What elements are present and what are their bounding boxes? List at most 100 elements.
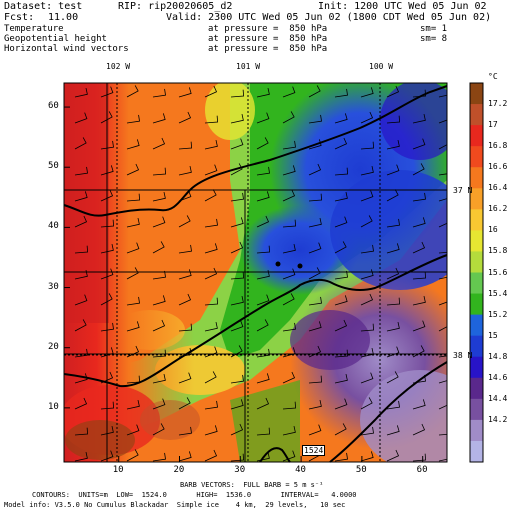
- colorbar-label: 16.6: [488, 162, 508, 172]
- colorbar-swatch: [470, 146, 483, 168]
- station-dot: [275, 261, 281, 267]
- colorbar-swatch: [470, 377, 483, 400]
- wind-barb: [308, 139, 322, 150]
- wind-barb: [74, 215, 88, 228]
- wind-barb: [360, 451, 374, 462]
- wind-barb: [282, 86, 296, 98]
- colorbar-swatch: [470, 335, 483, 358]
- wind-barb: [126, 85, 139, 98]
- colorbar-label: 15.2: [488, 309, 508, 319]
- colorbar-swatch: [470, 209, 483, 231]
- wind-barb: [282, 371, 296, 384]
- wind-barb: [126, 321, 140, 332]
- wind-barb: [256, 88, 270, 98]
- wind-barb: [334, 216, 348, 228]
- wind-barb: [74, 452, 88, 462]
- wind-barb: [308, 218, 322, 228]
- x-tick-label: 50: [355, 465, 367, 475]
- wind-barb: [230, 114, 244, 124]
- field-name-0: Temperature: [4, 24, 64, 34]
- wind-barb: [386, 322, 400, 332]
- wind-barb: [230, 241, 244, 254]
- wind-barb: [204, 140, 218, 150]
- valid-label: Valid: 2300 UTC Wed 05 Jun 02 (1800 CDT …: [166, 12, 492, 23]
- y-tick-label: 20: [48, 341, 59, 352]
- wind-barb: [152, 423, 165, 436]
- wind-barb: [152, 137, 166, 150]
- colorbar: [469, 82, 484, 463]
- wind-barb: [360, 293, 374, 306]
- y-tick-label: 60: [48, 101, 59, 112]
- wind-barb: [230, 296, 244, 306]
- wind-barb: [152, 452, 166, 462]
- x-tick-label: 10: [112, 465, 124, 475]
- wind-barb: [308, 321, 322, 332]
- axis-ticks: [64, 106, 424, 462]
- wind-barb: [438, 452, 447, 462]
- wind-barb: [438, 88, 447, 98]
- wind-barb: [360, 426, 374, 436]
- wind-barb: [100, 268, 114, 280]
- wind-barb: [282, 401, 297, 410]
- wind-barb: [334, 241, 347, 254]
- barb-info: BARB VECTORS: FULL BARB = 5 m s⁻¹: [180, 481, 324, 489]
- wind-barb: [152, 192, 166, 202]
- wind-barb: [360, 397, 373, 410]
- wind-barb: [256, 191, 270, 202]
- colorbar-label: 15.8: [488, 246, 508, 256]
- wind-barb: [308, 424, 322, 436]
- y-tick-label: 40: [48, 221, 59, 232]
- colorbar-label: 16.2: [488, 204, 508, 214]
- wind-barb: [152, 241, 165, 254]
- wind-barb: [178, 323, 193, 332]
- field-level-2: at pressure = 850 hPa: [208, 44, 328, 54]
- wind-barb: [282, 219, 297, 228]
- wind-barb: [74, 397, 88, 410]
- lon-label-100w: 100 W: [369, 62, 394, 71]
- wind-barb: [360, 190, 374, 202]
- y-tick-label: 50: [48, 161, 59, 172]
- wind-barb: [126, 218, 140, 228]
- wind-barb: [204, 189, 217, 202]
- wind-barb: [126, 139, 140, 150]
- wind-barb: [178, 293, 192, 306]
- wind-barb: [74, 137, 87, 150]
- wind-barb: [178, 87, 192, 98]
- colorbar-label: 14.4: [488, 393, 508, 403]
- wind-barb: [308, 296, 322, 306]
- wind-barb: [74, 294, 88, 306]
- wind-barb: [126, 449, 139, 462]
- wind-barb: [74, 88, 88, 98]
- wind-barb: [334, 167, 349, 176]
- wind-barb: [100, 244, 114, 254]
- colorbar-label: 16: [488, 225, 498, 235]
- wind-barb: [438, 245, 447, 254]
- wind-barb: [100, 347, 114, 358]
- wind-barb: [230, 138, 244, 150]
- fcst-label: Fcst:: [4, 12, 35, 23]
- colorbar-swatch: [470, 314, 483, 337]
- colorbar-swatch: [470, 356, 483, 379]
- wind-barb: [152, 374, 166, 384]
- wind-barb: [256, 245, 271, 254]
- wind-barb: [256, 137, 269, 150]
- x-tick-label: 30: [234, 465, 246, 475]
- wind-barb: [204, 371, 217, 384]
- x-tick-label: 60: [416, 465, 428, 475]
- wind-barb: [126, 424, 140, 436]
- plot-frame: [63, 82, 448, 463]
- colorbar-swatch: [470, 293, 483, 316]
- wind-barb: [256, 397, 270, 410]
- wind-barb: [308, 163, 322, 176]
- wind-barb: [386, 140, 400, 150]
- wind-barb: [282, 244, 296, 254]
- wind-barb: [360, 372, 374, 384]
- wind-barb: [438, 191, 447, 202]
- colorbar-swatch: [470, 419, 483, 442]
- wind-barb: [412, 89, 427, 98]
- wind-barb: [334, 270, 348, 280]
- wind-barb: [230, 374, 244, 384]
- x-tick-label: 20: [173, 465, 185, 475]
- wind-barb: [282, 293, 295, 306]
